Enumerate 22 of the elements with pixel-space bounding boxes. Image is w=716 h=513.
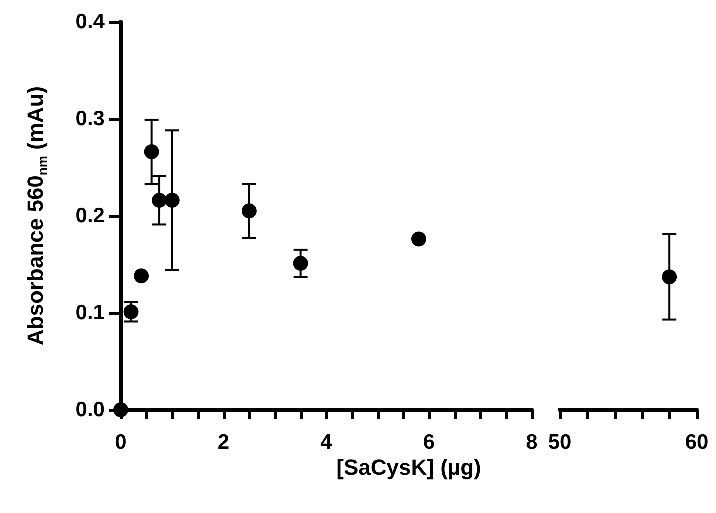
x-tick-label: 4 bbox=[320, 431, 333, 454]
y-tick-label: 0.4 bbox=[76, 10, 106, 34]
y-tick-label: 0.1 bbox=[76, 302, 106, 324]
x-tick-label: 60 bbox=[685, 431, 709, 454]
point bbox=[242, 204, 257, 219]
y-tick-label: 0.3 bbox=[76, 108, 105, 130]
x-tick-label: 2 bbox=[218, 431, 230, 454]
point bbox=[293, 256, 308, 272]
point bbox=[152, 192, 168, 208]
x-tick-label: 6 bbox=[423, 431, 436, 454]
y-axis-title: Absorbance 560nm (mAu) bbox=[23, 86, 50, 346]
x-tick-label: 0 bbox=[115, 431, 127, 454]
x-axis-title: [SaCysK] (µg) bbox=[336, 455, 482, 481]
x-tick-label: 8 bbox=[526, 431, 538, 454]
y-tick-label: 0.2 bbox=[76, 204, 105, 228]
x-tick-label: 50 bbox=[548, 431, 572, 454]
point bbox=[164, 192, 180, 208]
y-tick-label: 0.0 bbox=[76, 398, 105, 422]
point bbox=[144, 144, 160, 160]
point bbox=[411, 232, 426, 247]
point bbox=[134, 268, 150, 284]
point bbox=[124, 304, 139, 320]
